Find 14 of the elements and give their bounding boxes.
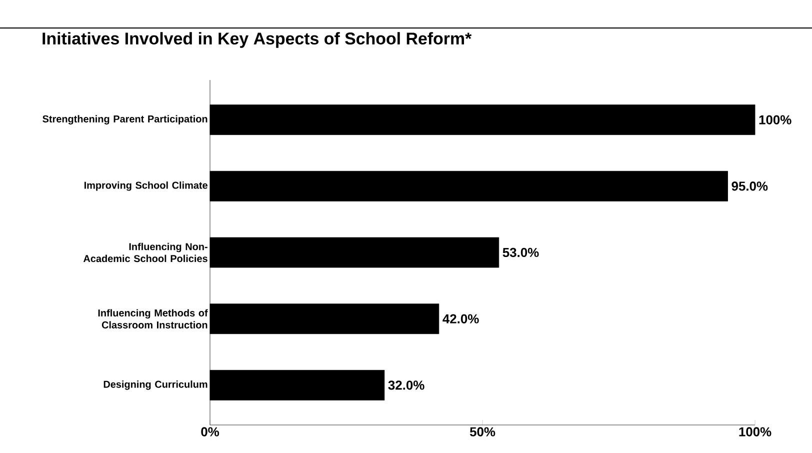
data-label: 100% [759, 115, 792, 124]
x-tick-label: 0% [201, 427, 220, 436]
data-label: 32.0% [388, 380, 424, 390]
y-tick-label: Influencing Methods of Classroom Instruction [98, 309, 208, 328]
x-tick-label: 100% [739, 427, 772, 436]
y-tick-label: Influencing Non-Academic School Policies [83, 242, 208, 262]
data-label: 42.0% [442, 314, 479, 324]
y-tick-label: Designing Curriculum [104, 380, 208, 390]
data-label: 95.0% [732, 182, 768, 191]
y-tick-label: Improving School Climate [84, 181, 208, 191]
chart-title: Initiatives Involved in Key Aspects of School Reform* [42, 32, 472, 48]
x-tick-label: 50% [470, 427, 496, 436]
y-tick-label: Strengthening Parent Participation [42, 115, 208, 124]
data-label: 53.0% [502, 248, 539, 258]
